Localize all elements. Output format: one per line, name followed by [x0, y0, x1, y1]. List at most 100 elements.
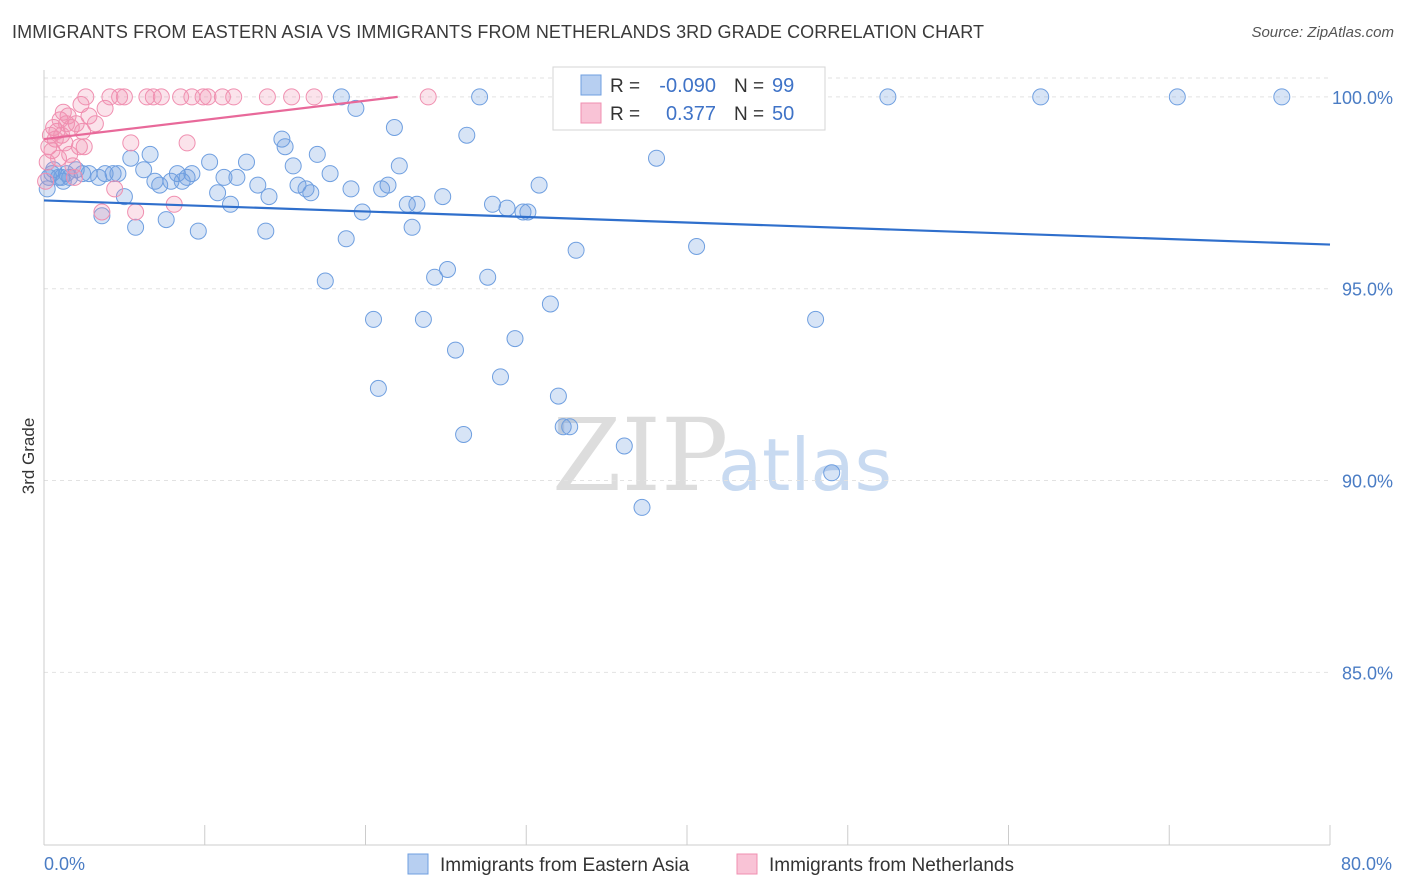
point-eastern-asia: [257, 222, 275, 240]
point-netherlands: [106, 180, 124, 198]
series-legend: Immigrants from Eastern Asia Immigrants …: [407, 853, 1014, 876]
point-eastern-asia: [157, 211, 175, 229]
point-eastern-asia: [426, 268, 444, 286]
point-netherlands: [138, 88, 156, 106]
point-eastern-asia: [385, 119, 403, 136]
stats-r-value-1: -0.090: [659, 75, 716, 97]
watermark-atlas: atlas: [718, 423, 892, 507]
point-eastern-asia: [1032, 88, 1050, 106]
point-eastern-asia: [54, 172, 72, 190]
point-netherlands: [283, 88, 301, 106]
grid-lines: [44, 77, 1330, 673]
point-eastern-asia: [1168, 88, 1186, 106]
point-eastern-asia: [347, 99, 365, 117]
point-netherlands: [225, 88, 243, 106]
point-eastern-asia: [434, 188, 452, 206]
point-eastern-asia: [414, 310, 432, 328]
point-eastern-asia: [249, 176, 267, 194]
point-netherlands: [127, 203, 145, 221]
trend-line-netherlands: [43, 95, 398, 141]
point-eastern-asia: [688, 238, 706, 255]
stats-r-value-2: 0.377: [666, 103, 716, 125]
point-netherlands: [194, 88, 212, 106]
x-tick-label-min: 0.0%: [44, 854, 85, 874]
point-eastern-asia: [648, 149, 665, 167]
point-netherlands: [152, 88, 170, 106]
point-netherlands: [77, 88, 95, 106]
point-eastern-asia: [879, 88, 897, 106]
point-eastern-asia: [479, 268, 497, 286]
point-eastern-asia: [260, 188, 278, 206]
point-netherlands: [178, 134, 196, 152]
point-netherlands: [101, 88, 119, 106]
stats-n-value-2: 50: [772, 103, 794, 125]
point-netherlands: [258, 88, 276, 106]
series-netherlands-points: [37, 88, 437, 221]
source-credit: Source: ZipAtlas.com: [1251, 24, 1394, 41]
stats-swatch-blue: [580, 74, 602, 96]
trend-line-eastern-asia: [43, 199, 1331, 246]
point-eastern-asia: [135, 161, 153, 179]
point-eastern-asia: [1273, 88, 1291, 106]
y-tick-label: 85.0%: [1342, 663, 1393, 683]
point-eastern-asia: [337, 230, 355, 248]
point-netherlands: [93, 203, 111, 221]
point-eastern-asia: [561, 418, 579, 436]
point-eastern-asia: [408, 195, 426, 213]
point-eastern-asia: [447, 341, 464, 359]
y-tick-label: 95.0%: [1342, 280, 1393, 300]
y-tick-label: 90.0%: [1342, 472, 1393, 492]
point-netherlands: [419, 88, 437, 106]
point-eastern-asia: [390, 157, 408, 175]
point-eastern-asia: [554, 418, 572, 436]
point-netherlands: [122, 134, 140, 152]
point-eastern-asia: [379, 176, 397, 194]
stats-n-label-1: N =: [734, 76, 764, 97]
point-eastern-asia: [93, 207, 111, 225]
point-eastern-asia: [332, 88, 350, 106]
point-eastern-asia: [183, 165, 201, 183]
legend-swatch-eastern-asia: [407, 853, 429, 875]
point-eastern-asia: [321, 165, 339, 183]
point-eastern-asia: [201, 153, 219, 171]
point-eastern-asia: [506, 330, 524, 348]
point-eastern-asia: [633, 498, 651, 516]
point-eastern-asia: [122, 149, 140, 167]
point-eastern-asia: [284, 157, 302, 175]
point-eastern-asia: [109, 165, 127, 183]
stats-r-label-2: R =: [610, 104, 640, 125]
point-netherlands: [86, 115, 104, 133]
point-eastern-asia: [104, 165, 122, 183]
point-eastern-asia: [615, 437, 633, 455]
point-netherlands: [66, 168, 83, 186]
y-axis-title: 3rd Grade: [19, 418, 38, 495]
point-eastern-asia: [222, 195, 239, 213]
point-netherlands: [111, 88, 129, 106]
y-tick-labels: 100.0% 95.0% 90.0% 85.0%: [1332, 88, 1393, 683]
point-eastern-asia: [807, 310, 825, 328]
legend-label-eastern-asia: Immigrants from Eastern Asia: [440, 855, 690, 876]
point-eastern-asia: [342, 180, 360, 198]
point-eastern-asia: [541, 295, 559, 313]
watermark-zip: ZIP: [552, 397, 728, 514]
y-tick-label: 100.0%: [1332, 88, 1393, 108]
point-eastern-asia: [530, 176, 548, 194]
point-netherlands: [75, 138, 93, 156]
chart-title: IMMIGRANTS FROM EASTERN ASIA VS IMMIGRAN…: [12, 22, 985, 42]
point-eastern-asia: [458, 126, 476, 144]
point-eastern-asia: [289, 176, 307, 194]
point-eastern-asia: [276, 138, 294, 156]
stats-swatch-pink: [580, 102, 602, 124]
point-eastern-asia: [484, 195, 501, 213]
point-eastern-asia: [127, 218, 145, 236]
point-eastern-asia: [209, 184, 227, 202]
point-netherlands: [305, 88, 323, 106]
stats-n-label-2: N =: [734, 104, 764, 125]
point-netherlands: [37, 172, 55, 190]
point-eastern-asia: [151, 176, 169, 194]
point-eastern-asia: [549, 387, 567, 405]
point-eastern-asia: [498, 199, 516, 217]
point-eastern-asia: [403, 218, 421, 236]
stats-legend: R = -0.090 N = 99 R = 0.377 N = 50: [552, 66, 826, 131]
